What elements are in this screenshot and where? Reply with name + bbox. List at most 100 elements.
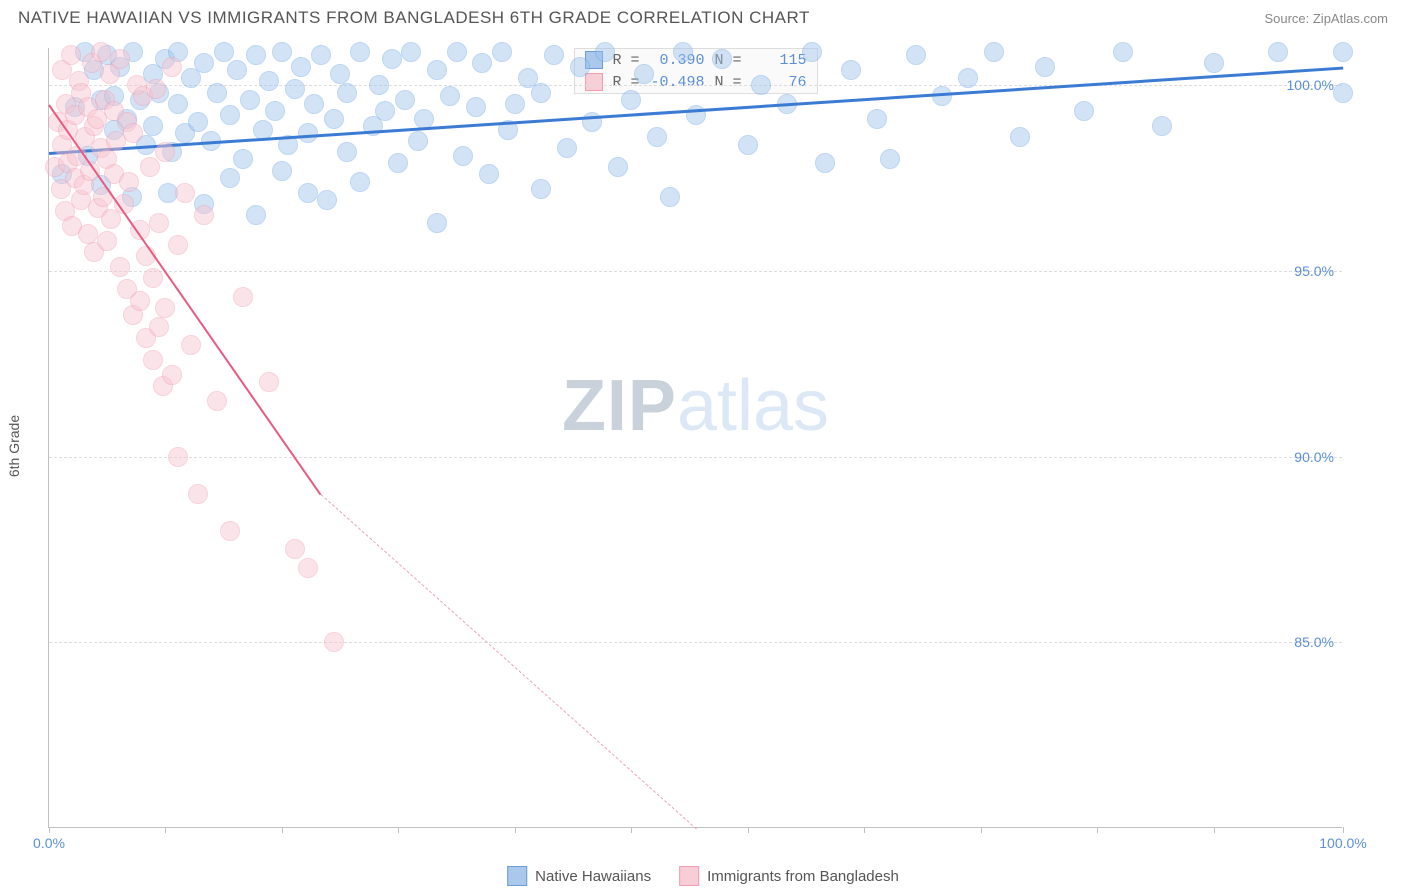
scatter-point: [155, 298, 175, 318]
scatter-point: [880, 149, 900, 169]
scatter-point: [298, 558, 318, 578]
scatter-point: [207, 83, 227, 103]
x-tick: [515, 827, 516, 833]
scatter-point: [337, 142, 357, 162]
x-tick: [49, 827, 50, 833]
scatter-point: [1333, 42, 1353, 62]
watermark-text: ZIPatlas: [562, 365, 829, 447]
scatter-point: [1113, 42, 1133, 62]
scatter-point: [298, 183, 318, 203]
scatter-point: [337, 83, 357, 103]
scatter-point: [91, 42, 111, 62]
scatter-point: [1152, 116, 1172, 136]
scatter-point: [168, 447, 188, 467]
x-tick: [631, 827, 632, 833]
scatter-point: [181, 335, 201, 355]
gridline-h: [49, 457, 1342, 458]
x-tick: [864, 827, 865, 833]
scatter-point: [492, 42, 512, 62]
legend-item: Native Hawaiians: [507, 866, 651, 886]
scatter-point: [479, 164, 499, 184]
scatter-point: [673, 42, 693, 62]
scatter-point: [259, 71, 279, 91]
watermark-bold: ZIP: [562, 366, 677, 446]
stats-r-value: -0.498: [650, 74, 705, 91]
scatter-point: [330, 64, 350, 84]
scatter-point: [802, 42, 822, 62]
scatter-point: [265, 101, 285, 121]
scatter-point: [414, 109, 434, 129]
trend-line-dashed: [320, 494, 696, 829]
scatter-point: [220, 105, 240, 125]
x-tick: [282, 827, 283, 833]
scatter-point: [162, 365, 182, 385]
scatter-point: [375, 101, 395, 121]
gridline-h: [49, 271, 1342, 272]
gridline-h: [49, 85, 1342, 86]
x-tick: [165, 827, 166, 833]
scatter-point: [227, 60, 247, 80]
scatter-point: [194, 53, 214, 73]
scatter-point: [544, 45, 564, 65]
scatter-point: [272, 42, 292, 62]
scatter-point: [207, 391, 227, 411]
x-tick-label: 100.0%: [1319, 835, 1366, 851]
scatter-point: [867, 109, 887, 129]
stats-row: R =-0.498N =76: [574, 71, 816, 93]
scatter-point: [304, 94, 324, 114]
scatter-point: [1204, 53, 1224, 73]
scatter-point: [175, 183, 195, 203]
scatter-point: [505, 94, 525, 114]
scatter-point: [472, 53, 492, 73]
stats-r-label: R =: [612, 52, 639, 69]
legend-label: Native Hawaiians: [535, 868, 651, 885]
legend-swatch-icon: [507, 866, 527, 886]
scatter-point: [188, 484, 208, 504]
scatter-point: [453, 146, 473, 166]
scatter-point: [1010, 127, 1030, 147]
scatter-point: [272, 161, 292, 181]
scatter-point: [531, 83, 551, 103]
scatter-point: [570, 57, 590, 77]
scatter-point: [350, 42, 370, 62]
scatter-point: [146, 79, 166, 99]
scatter-point: [427, 213, 447, 233]
scatter-point: [815, 153, 835, 173]
scatter-point: [119, 172, 139, 192]
scatter-point: [621, 90, 641, 110]
scatter-point: [634, 64, 654, 84]
y-tick-label: 90.0%: [1294, 449, 1334, 465]
scatter-point: [350, 172, 370, 192]
scatter-point: [140, 157, 160, 177]
scatter-point: [214, 42, 234, 62]
scatter-point: [110, 49, 130, 69]
scatter-point: [324, 632, 344, 652]
x-tick-label: 0.0%: [33, 835, 65, 851]
y-axis-label: 6th Grade: [6, 415, 22, 477]
scatter-point: [751, 75, 771, 95]
scatter-point: [149, 213, 169, 233]
scatter-point: [149, 317, 169, 337]
chart-header: NATIVE HAWAIIAN VS IMMIGRANTS FROM BANGL…: [0, 0, 1406, 32]
scatter-point: [246, 45, 266, 65]
scatter-point: [78, 224, 98, 244]
scatter-point: [291, 57, 311, 77]
watermark-light: atlas: [677, 366, 829, 446]
scatter-point: [311, 45, 331, 65]
scatter-point: [1035, 57, 1055, 77]
scatter-point: [259, 372, 279, 392]
scatter-point: [97, 231, 117, 251]
legend-swatch-icon: [679, 866, 699, 886]
scatter-point: [984, 42, 1004, 62]
scatter-point: [220, 168, 240, 188]
legend-label: Immigrants from Bangladesh: [707, 868, 899, 885]
scatter-point: [130, 291, 150, 311]
scatter-point: [143, 268, 163, 288]
scatter-point: [841, 60, 861, 80]
legend-item: Immigrants from Bangladesh: [679, 866, 899, 886]
y-tick-label: 85.0%: [1294, 634, 1334, 650]
y-tick-label: 95.0%: [1294, 263, 1334, 279]
scatter-point: [427, 60, 447, 80]
scatter-point: [324, 109, 344, 129]
x-tick: [398, 827, 399, 833]
